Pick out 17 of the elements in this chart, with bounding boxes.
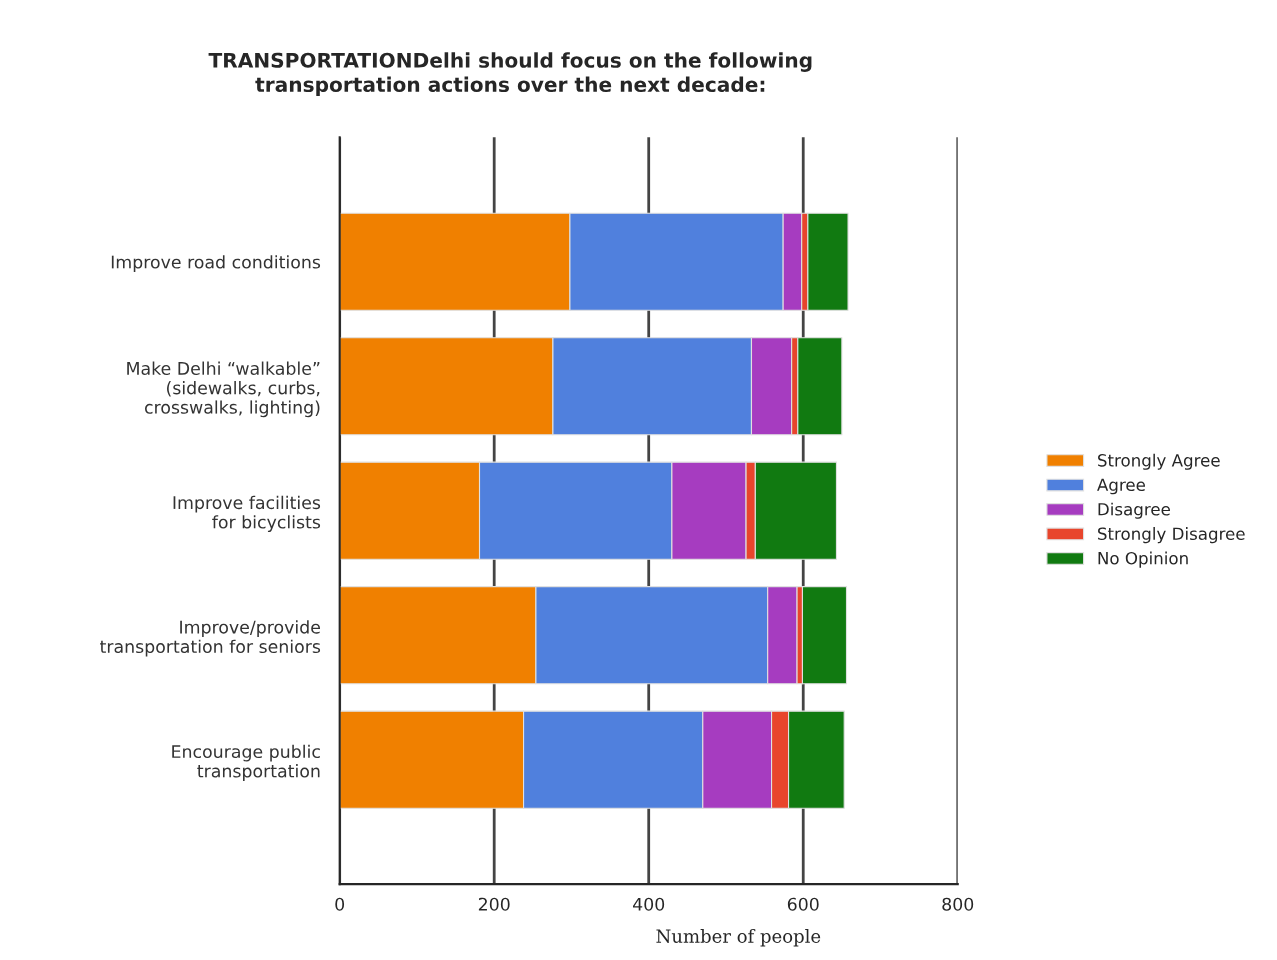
x-tick-label: 200	[478, 897, 510, 911]
legend-label: Disagree	[1098, 502, 1170, 519]
x-tick-label: 0	[335, 897, 345, 911]
x-tick-label: 600	[787, 897, 819, 911]
legend-label: Strongly Disagree	[1098, 527, 1245, 544]
y-tick-label: Improve/provide transportation for seniors	[100, 620, 321, 657]
legend-label: No Opinion	[1098, 551, 1188, 568]
x-tick-label: 800	[942, 897, 974, 911]
x-axis-title: Number of people	[656, 928, 821, 947]
x-tick-label: 400	[633, 897, 665, 911]
chart-title: TRANSPORTATIONDelhi should focus on the following transportation actions over the next decade:	[208, 52, 812, 96]
y-tick-label: Improve facilities for bicyclists	[173, 495, 321, 532]
legend-label: Strongly Agree	[1098, 453, 1220, 470]
y-tick-label: Improve road conditions	[111, 255, 321, 272]
y-tick-label: Encourage public transportation	[172, 744, 320, 781]
y-tick-label: Make Delhi “walkable” (sidewalks, curbs, crosswalks, lighting)	[127, 361, 320, 418]
legend-label: Agree	[1097, 478, 1145, 495]
